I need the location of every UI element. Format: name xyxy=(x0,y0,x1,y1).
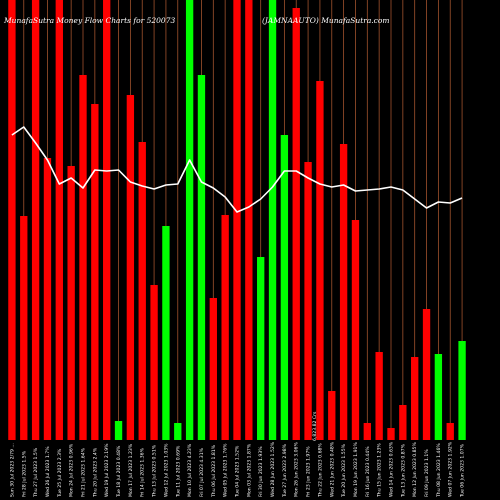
tick-label-5: Mon 24 Jul 2023 0.96% xyxy=(69,443,75,497)
bar-11 xyxy=(138,142,146,440)
money-flow-line xyxy=(11,126,463,213)
tick-label-0: Sun 30 Jul 2023 2/79 ... xyxy=(9,443,15,497)
tick-label-18: Wed 05 Jul 2023 1.76% xyxy=(223,443,229,497)
tick-label-31: Thu 15 Jun 2023 1.23% xyxy=(377,443,383,498)
bar-15 xyxy=(185,0,194,440)
bar-22 xyxy=(268,0,277,440)
bar-27 xyxy=(328,391,336,440)
tick-label-32: Wed 14 Jun 2023 0.63% xyxy=(389,441,395,497)
x-axis-tick-labels: Sun 30 Jul 2023 2/79 ... Fri 28 Jul 2023 … xyxy=(9,441,465,498)
tick-label-37: Wed 07 Jun 2023 1.92% xyxy=(448,441,454,497)
tick-label-35: Fri 09 Jun 2023 1.1% xyxy=(424,449,430,497)
tick-label-17: Thu 06 Jul 2023 1.81% xyxy=(211,444,217,498)
tick-label-1: Fri 28 Jul 2023 1.5% xyxy=(21,450,27,497)
tick-label-26: Thu 22 Jun 2023 0.68% xyxy=(317,443,323,498)
bar-5 xyxy=(67,166,75,440)
bar-series xyxy=(8,0,466,440)
bar-35 xyxy=(422,309,431,440)
bar-9 xyxy=(114,421,123,440)
tick-label-23: Tue 27 Jun 2023 2.98% xyxy=(282,443,288,498)
bar-16 xyxy=(197,75,206,440)
bar-21 xyxy=(257,257,265,440)
bar-17 xyxy=(209,298,217,440)
tick-label-6: Fri 21 Jul 2023 1.64% xyxy=(81,447,87,497)
tick-label-7: Thu 20 Jul 2023 2.4% xyxy=(92,447,98,498)
bar-29 xyxy=(351,220,360,440)
chart-title: MunafaSutra Money Flow Charts for 520073 xyxy=(3,16,175,25)
tick-label-16: Fri 07 Jul 2023 4.31% xyxy=(199,447,205,497)
bar-19 xyxy=(233,0,241,440)
tick-label-20: Mon 03 Jul 2023 1.87% xyxy=(246,443,252,497)
tick-label-30: Fri 16 Jun 2023 0.44% xyxy=(365,446,371,497)
tick-label-22: Wed 28 Jun 2023 1.52% xyxy=(270,441,276,497)
bar-38 xyxy=(458,341,466,440)
tick-label-21: Fri 30 Jun 2023 1.93% xyxy=(258,446,264,497)
bar-23 xyxy=(280,135,289,440)
tick-label-34: Mon 12 Jun 2023 0.85% xyxy=(412,442,418,497)
tick-label-8: Wed 19 Jul 2023 2.19% xyxy=(104,443,110,497)
bar-7 xyxy=(91,104,99,440)
bar-34 xyxy=(411,357,419,440)
bar-36 xyxy=(434,354,443,440)
bar-8 xyxy=(103,0,111,440)
tick-label-14: Tue 11 Jul 2023 0.69% xyxy=(175,445,181,498)
tick-label-24: Mon 26 Jun 2023 3.06% xyxy=(294,442,300,497)
axis-value-label: 6,823.82 Crs xyxy=(312,411,318,441)
bar-28 xyxy=(339,144,348,440)
tick-label-28: Tue 20 Jun 2023 1.55% xyxy=(341,443,347,498)
bar-18 xyxy=(221,215,229,440)
bar-4 xyxy=(55,0,63,440)
bar-31 xyxy=(375,352,383,440)
tick-label-12: Thu 13 Jul 2023 0.51% xyxy=(152,444,158,498)
bar-10 xyxy=(126,95,135,440)
tick-label-9: Tue 18 Jul 2023 0.48% xyxy=(116,445,122,498)
bar-20 xyxy=(245,0,253,440)
bar-30 xyxy=(363,423,371,440)
tick-label-29: Mon 19 Jun 2023 1.91% xyxy=(353,442,359,497)
tick-label-38: Tue 06 Jun 2023 1.07% xyxy=(460,443,466,498)
tick-label-36: Thu 08 Jun 2023 1.46% xyxy=(436,443,442,498)
tick-label-25: Fri 23 Jun 2023 1.97% xyxy=(306,446,312,497)
tick-label-4: Tue 25 Jul 2023 2.3% xyxy=(57,448,63,498)
bar-32 xyxy=(387,428,395,440)
bar-33 xyxy=(399,405,407,440)
bar-1 xyxy=(20,216,28,440)
tick-label-27: Wed 21 Jun 2023 0.48% xyxy=(329,441,335,497)
bar-26 xyxy=(316,81,324,440)
bar-25 xyxy=(304,162,312,440)
tick-label-33: Tue 13 Jun 2023 0.87% xyxy=(400,443,406,498)
tick-label-19: Tue 04 Jul 2023 1.52% xyxy=(235,445,241,498)
money-flow-line-path xyxy=(11,126,463,213)
tick-label-10: Mon 17 Jul 2023 1.23% xyxy=(128,443,134,497)
chart-title-right: (JAMNAAUTO) MunafaSutra.com xyxy=(262,16,390,25)
bar-24 xyxy=(292,8,300,440)
tick-label-2: Thu 27 Jul 2023 1.5% xyxy=(33,447,39,498)
bar-0 xyxy=(8,0,16,440)
bar-2 xyxy=(31,0,40,440)
bar-6 xyxy=(79,75,87,440)
bar-3 xyxy=(43,158,52,440)
bar-14 xyxy=(174,423,182,440)
tick-label-3: Wed 26 Jul 2023 1.7% xyxy=(45,446,51,497)
tick-label-13: Wed 12 Jul 2023 1.03% xyxy=(163,443,169,497)
bar-12 xyxy=(150,285,158,440)
tick-label-11: Fri 14 Jul 2023 1.36% xyxy=(140,447,146,497)
tick-label-15: Mon 10 Jul 2023 4.23% xyxy=(187,443,193,497)
bar-37 xyxy=(446,423,454,440)
bar-13 xyxy=(162,226,170,440)
